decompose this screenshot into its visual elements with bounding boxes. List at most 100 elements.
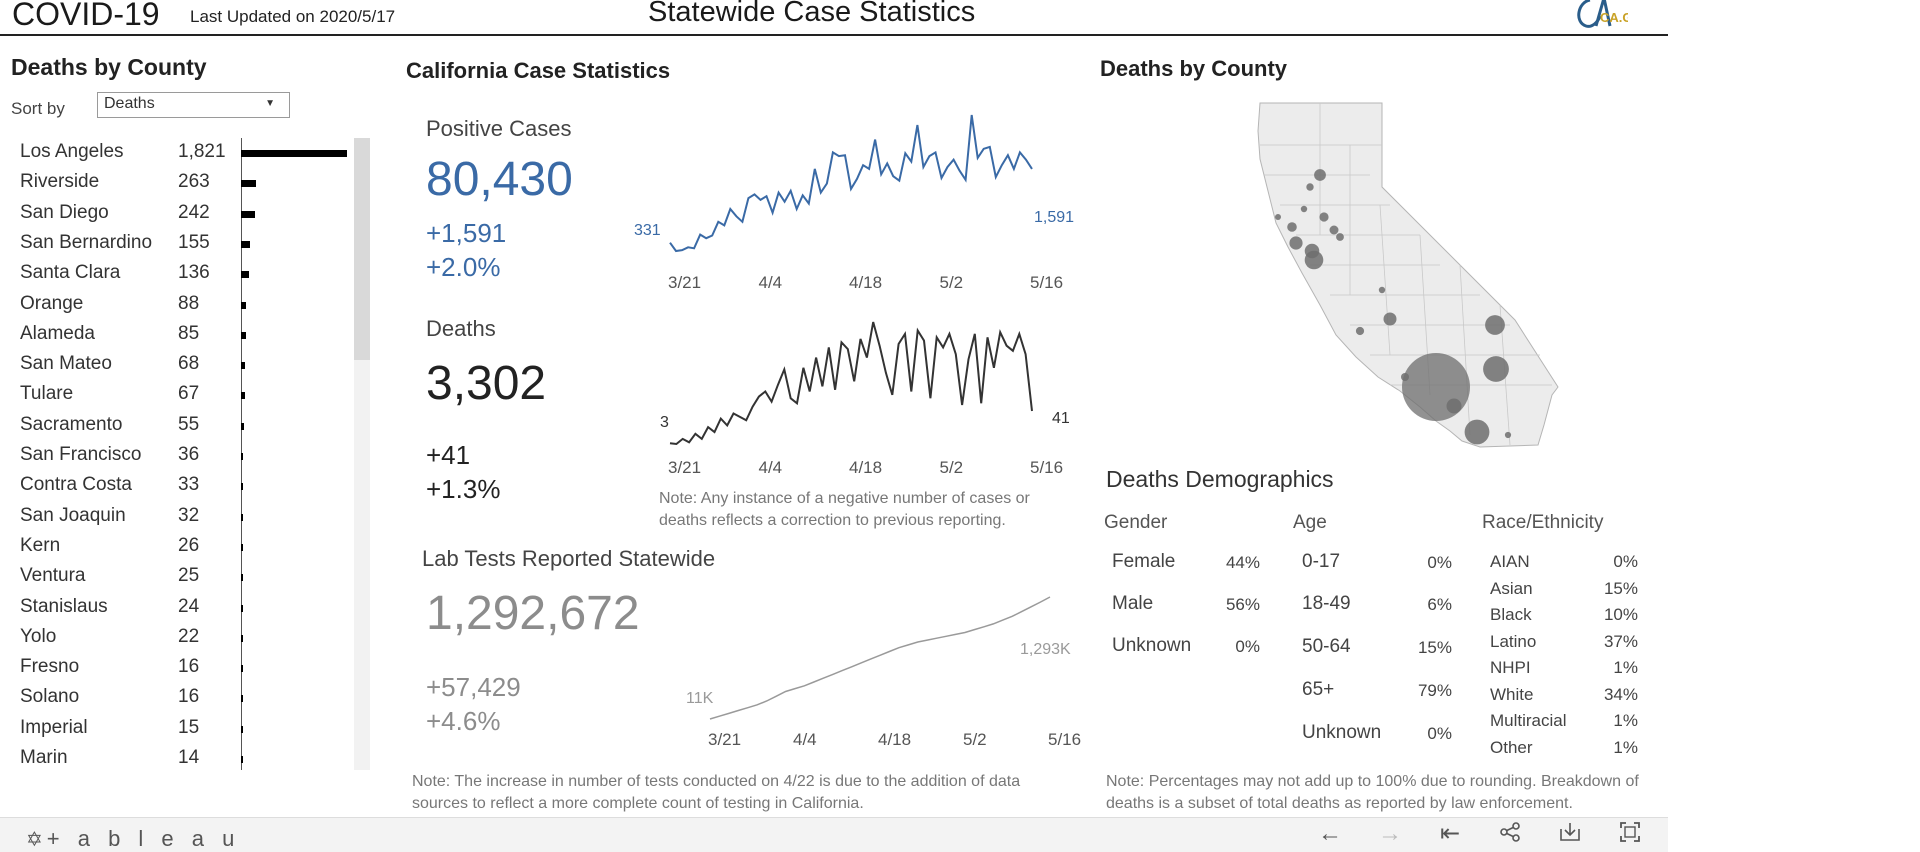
x-tick-label: 4/4 <box>759 458 783 477</box>
county-row[interactable]: Imperial 15 <box>0 717 360 747</box>
county-deaths: 24 <box>178 595 200 617</box>
county-row[interactable]: Santa Clara 136 <box>0 262 360 292</box>
deaths-chart[interactable]: 3 41 3/21 4/4 4/18 5/2 5/16 <box>630 310 1090 490</box>
county-bubble[interactable] <box>1485 315 1505 335</box>
revert-icon[interactable]: ⇤ <box>1439 820 1461 847</box>
county-row[interactable]: Alameda 85 <box>0 323 360 353</box>
age-label: 50-64 <box>1302 636 1351 657</box>
county-bubble[interactable] <box>1336 233 1344 241</box>
county-deaths: 242 <box>178 201 210 223</box>
x-tick-label: 5/2 <box>940 458 964 477</box>
county-row[interactable]: Tulare 67 <box>0 383 360 413</box>
county-row[interactable]: Ventura 25 <box>0 565 360 595</box>
county-bar <box>241 210 256 218</box>
county-name: Kern <box>20 534 61 556</box>
county-bubble[interactable] <box>1401 373 1409 381</box>
gender-value: 0% <box>1235 637 1260 656</box>
county-deaths: 67 <box>178 383 200 405</box>
county-bubble[interactable] <box>1287 222 1297 232</box>
county-bubble[interactable] <box>1446 398 1462 414</box>
gender-value: 44% <box>1225 553 1260 572</box>
county-row[interactable]: Contra Costa 33 <box>0 474 360 504</box>
county-deaths: 15 <box>178 716 200 738</box>
county-row[interactable]: San Joaquin 32 <box>0 505 360 535</box>
redo-icon[interactable]: → <box>1378 820 1402 847</box>
county-row[interactable]: Riverside 263 <box>0 171 360 201</box>
race-label: Black <box>1490 605 1532 624</box>
county-bubble[interactable] <box>1300 205 1308 213</box>
county-row[interactable]: San Francisco 36 <box>0 444 360 474</box>
county-name: Stanislaus <box>20 595 108 617</box>
fullscreen-icon[interactable] <box>1614 820 1646 848</box>
share-icon[interactable] <box>1494 820 1526 848</box>
county-deaths: 14 <box>178 747 200 768</box>
county-bubble[interactable] <box>1306 183 1314 191</box>
series-line <box>669 321 1033 446</box>
ca-gov-logo[interactable]: CA.GOV <box>1568 0 1628 30</box>
county-bar <box>241 604 243 612</box>
sort-label: Sort by <box>11 99 65 118</box>
county-bar <box>241 725 243 733</box>
age-value: 15% <box>1417 638 1452 657</box>
negative-correction-note: Note: Any instance of a negative number … <box>659 490 1030 529</box>
lab-tests-pct: +4.6% <box>426 706 501 736</box>
county-row[interactable]: Yolo 22 <box>0 626 360 656</box>
age-header: Age <box>1293 512 1327 533</box>
sort-dropdown[interactable]: Deaths ▼ <box>97 92 290 118</box>
county-row[interactable]: Sacramento 55 <box>0 414 360 444</box>
county-row[interactable]: San Diego 242 <box>0 202 360 232</box>
county-bubble[interactable] <box>1483 356 1509 382</box>
county-row[interactable]: Kern 26 <box>0 535 360 565</box>
california-county-map[interactable] <box>1240 95 1570 455</box>
tableau-mark-icon: ✡ <box>26 829 43 851</box>
county-row[interactable]: Orange 88 <box>0 293 360 323</box>
county-bubble[interactable] <box>1289 236 1303 250</box>
county-bar <box>241 240 251 248</box>
start-value-label: 11K <box>686 690 714 707</box>
lab-tests-delta: +57,429 <box>426 672 521 702</box>
county-bubble[interactable] <box>1304 243 1320 259</box>
scrollbar-thumb[interactable] <box>354 138 370 360</box>
county-name: Marin <box>20 747 68 768</box>
county-row[interactable]: Solano 16 <box>0 686 360 716</box>
county-bubble[interactable] <box>1355 326 1365 336</box>
share-glyph <box>1500 822 1520 842</box>
county-bubble[interactable] <box>1402 353 1470 421</box>
race-value: 1% <box>1613 711 1638 730</box>
download-icon[interactable] <box>1554 820 1586 848</box>
county-deaths: 25 <box>178 565 200 587</box>
county-row[interactable]: Stanislaus 24 <box>0 596 360 626</box>
county-bubble[interactable] <box>1329 225 1339 235</box>
chevron-down-icon: ▼ <box>265 98 275 109</box>
county-name: Tulare <box>20 383 74 405</box>
county-bubble[interactable] <box>1314 169 1326 181</box>
county-bar <box>241 574 243 582</box>
county-bubble[interactable] <box>1319 212 1329 222</box>
last-updated: Last Updated on 2020/5/17 <box>190 7 396 26</box>
positive-cases-chart[interactable]: 331 1,591 3/21 4/4 4/18 5/2 5/16 <box>630 105 1090 305</box>
county-bubble[interactable] <box>1275 214 1281 220</box>
app-title: COVID-19 <box>12 0 160 32</box>
undo-icon[interactable]: ← <box>1318 820 1342 847</box>
county-name: San Joaquin <box>20 504 126 526</box>
county-row[interactable]: San Bernardino 155 <box>0 232 360 262</box>
county-row[interactable]: San Mateo 68 <box>0 353 360 383</box>
county-name: Solano <box>20 686 80 708</box>
county-bubble[interactable] <box>1464 419 1490 445</box>
county-row[interactable]: Los Angeles 1,821 <box>0 141 360 171</box>
county-bubble[interactable] <box>1504 431 1512 439</box>
lab-tests-label: Lab Tests Reported Statewide <box>422 546 716 571</box>
tableau-logo[interactable]: ✡ + a b l e a u <box>26 826 240 852</box>
deaths-value: 3,302 <box>426 357 547 410</box>
age-label: 18-49 <box>1302 593 1351 614</box>
county-row[interactable]: Fresno 16 <box>0 656 360 686</box>
race-value: 1% <box>1613 658 1638 677</box>
fullscreen-glyph <box>1620 822 1640 842</box>
county-bubble[interactable] <box>1383 312 1397 326</box>
county-row[interactable]: Marin 14 <box>0 747 360 777</box>
county-bubble[interactable] <box>1378 286 1386 294</box>
county-deaths: 155 <box>178 231 210 253</box>
lab-tests-value: 1,292,672 <box>426 587 640 640</box>
county-deaths: 26 <box>178 534 200 556</box>
lab-tests-chart[interactable]: 11K 1,293K 3/21 4/4 4/18 5/2 5/16 <box>660 585 1100 755</box>
